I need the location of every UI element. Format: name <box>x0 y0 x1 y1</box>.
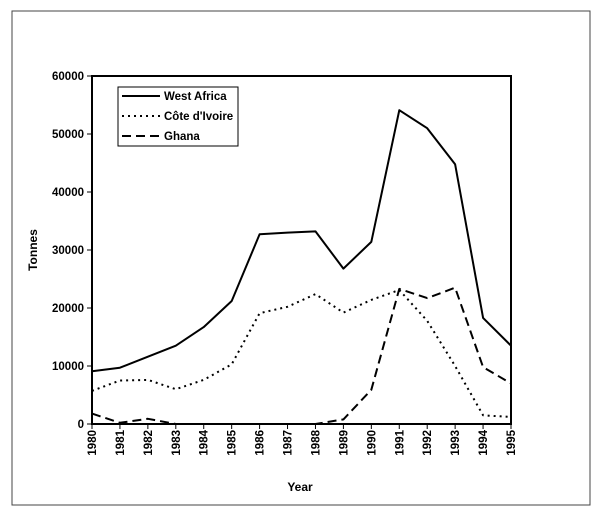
data-point <box>147 379 148 380</box>
x-tick-label: 1981 <box>115 429 127 455</box>
x-tick-label: 1984 <box>199 429 211 455</box>
series-line-west-africa <box>91 109 512 373</box>
y-tick-label: 50000 <box>52 129 84 141</box>
series-line-c-te-d-ivoire <box>91 289 512 418</box>
x-tick-label: 1993 <box>450 430 462 456</box>
x-tick-label: 1988 <box>310 429 322 455</box>
data-point <box>203 379 204 380</box>
x-tick-label: 1989 <box>338 430 350 456</box>
x-axis-label: Year <box>287 480 313 494</box>
y-tick-label: 30000 <box>52 245 84 257</box>
y-tick-label: 0 <box>78 419 84 431</box>
legend-label-west-africa: West Africa <box>164 91 227 103</box>
x-tick-label: 1986 <box>255 430 267 456</box>
x-tick-label: 1980 <box>87 430 99 456</box>
legend: West Africa Côte d'Ivoire Ghana <box>117 86 239 147</box>
legend-label-ghana: Ghana <box>164 131 200 143</box>
x-tick-label: 1995 <box>506 429 518 455</box>
y-axis-label: Tonnes <box>26 229 40 271</box>
y-tick-label: 20000 <box>52 303 84 315</box>
y-tick-label: 60000 <box>52 71 84 83</box>
y-tick-label: 40000 <box>52 187 84 199</box>
x-tick-label: 1992 <box>422 430 434 456</box>
data-point <box>231 364 232 365</box>
data-point <box>259 313 260 314</box>
legend-label-cote-divoire: Côte d'Ivoire <box>164 111 233 123</box>
chart-frame <box>11 10 591 506</box>
x-tick-label: 1991 <box>394 429 406 455</box>
data-point <box>455 287 456 288</box>
x-tick-label: 1994 <box>478 429 490 455</box>
x-tick-label: 1990 <box>366 430 378 456</box>
series-line-ghana <box>91 286 512 425</box>
x-tick-label: 1983 <box>171 430 183 456</box>
data-point <box>175 389 176 390</box>
y-tick-label: 10000 <box>52 361 84 373</box>
plot-area-border <box>91 75 512 425</box>
x-tick-label: 1982 <box>143 430 155 456</box>
x-tick-label: 1987 <box>283 430 295 456</box>
data-point <box>483 367 484 368</box>
data-point <box>455 366 456 367</box>
x-tick-label: 1985 <box>227 429 239 455</box>
